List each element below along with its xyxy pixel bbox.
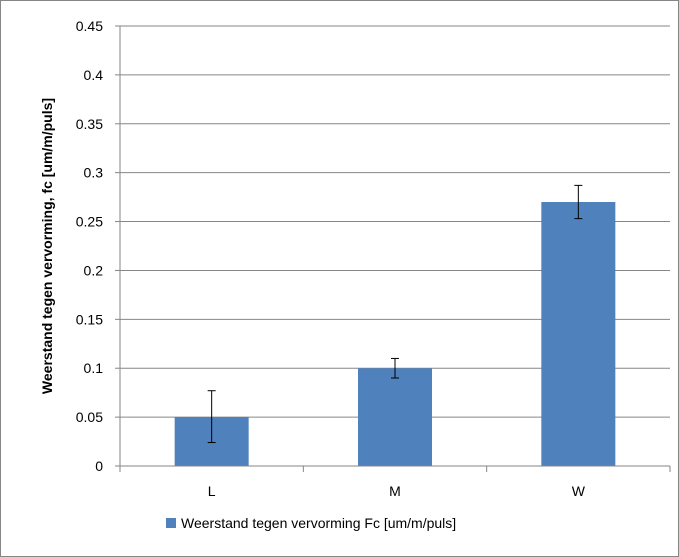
y-tick-label: 0.05 (76, 409, 103, 425)
x-tick-label: M (389, 483, 401, 499)
legend: Weerstand tegen vervorming Fc [um/m/puls… (166, 515, 456, 531)
y-tick-label: 0.45 (76, 18, 103, 34)
y-tick-label: 0.35 (76, 116, 103, 132)
y-tick-label: 0 (95, 458, 103, 474)
bar-W (541, 202, 616, 466)
y-tick-label: 0.2 (84, 262, 104, 278)
bars (174, 202, 616, 466)
y-tick-label: 0.25 (76, 214, 103, 230)
legend-label: Weerstand tegen vervorming Fc [um/m/puls… (181, 515, 456, 531)
bar-M (358, 368, 432, 466)
legend-swatch (166, 518, 176, 528)
y-tick-label: 0.1 (84, 360, 104, 376)
x-tick-label: L (208, 483, 216, 499)
error-bars (207, 184, 583, 444)
y-axis-title: Weerstand tegen vervorming, fc [um/m/pul… (39, 98, 55, 394)
y-tick-labels: 0 0.05 0.1 0.15 0.2 0.25 0.3 0.35 0.4 0.45 (76, 18, 103, 474)
x-tick-label: W (572, 483, 586, 499)
y-tick-label: 0.15 (76, 311, 103, 327)
y-tick-label: 0.3 (84, 165, 104, 181)
y-tick-label: 0.4 (84, 67, 104, 83)
